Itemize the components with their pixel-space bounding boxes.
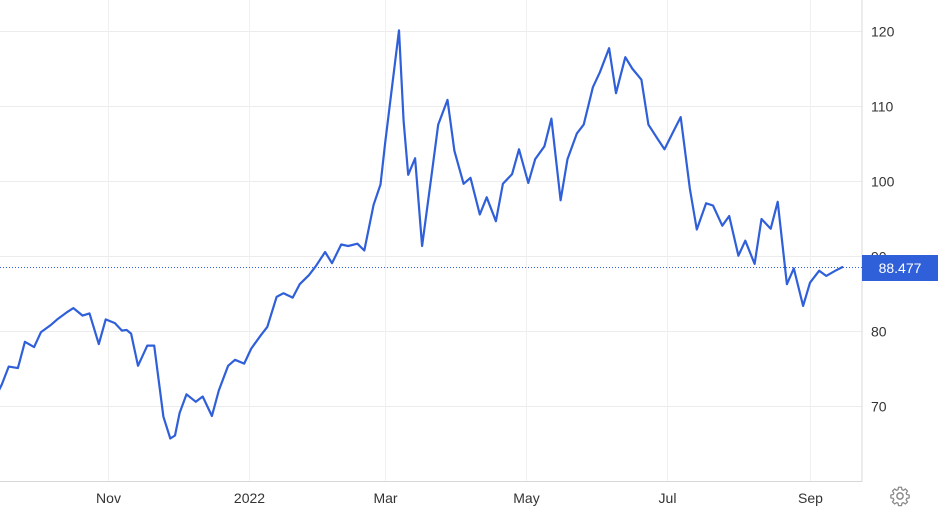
x-tick-label: 2022	[234, 490, 265, 506]
grid-layer	[0, 0, 862, 481]
series-layer	[0, 29, 844, 440]
x-tick-label: Jul	[659, 490, 677, 506]
series-line	[0, 29, 844, 440]
x-tick-label: May	[513, 490, 539, 506]
y-tick-label: 80	[871, 324, 887, 340]
last-price-badge: 88.477	[862, 254, 938, 281]
y-tick-label: 100	[871, 174, 895, 190]
x-tick-label: Nov	[96, 490, 121, 506]
gear-icon[interactable]	[889, 485, 911, 507]
tick-layer: 708090100110120Nov2022MarMayJulSep	[96, 24, 895, 507]
y-tick-label: 120	[871, 24, 895, 40]
gear-icon-glyph	[890, 486, 910, 507]
x-tick-label: Sep	[798, 490, 823, 506]
y-tick-label: 70	[871, 399, 887, 415]
x-tick-label: Mar	[373, 490, 397, 506]
y-tick-label: 110	[871, 99, 894, 115]
axes-layer	[0, 0, 863, 482]
